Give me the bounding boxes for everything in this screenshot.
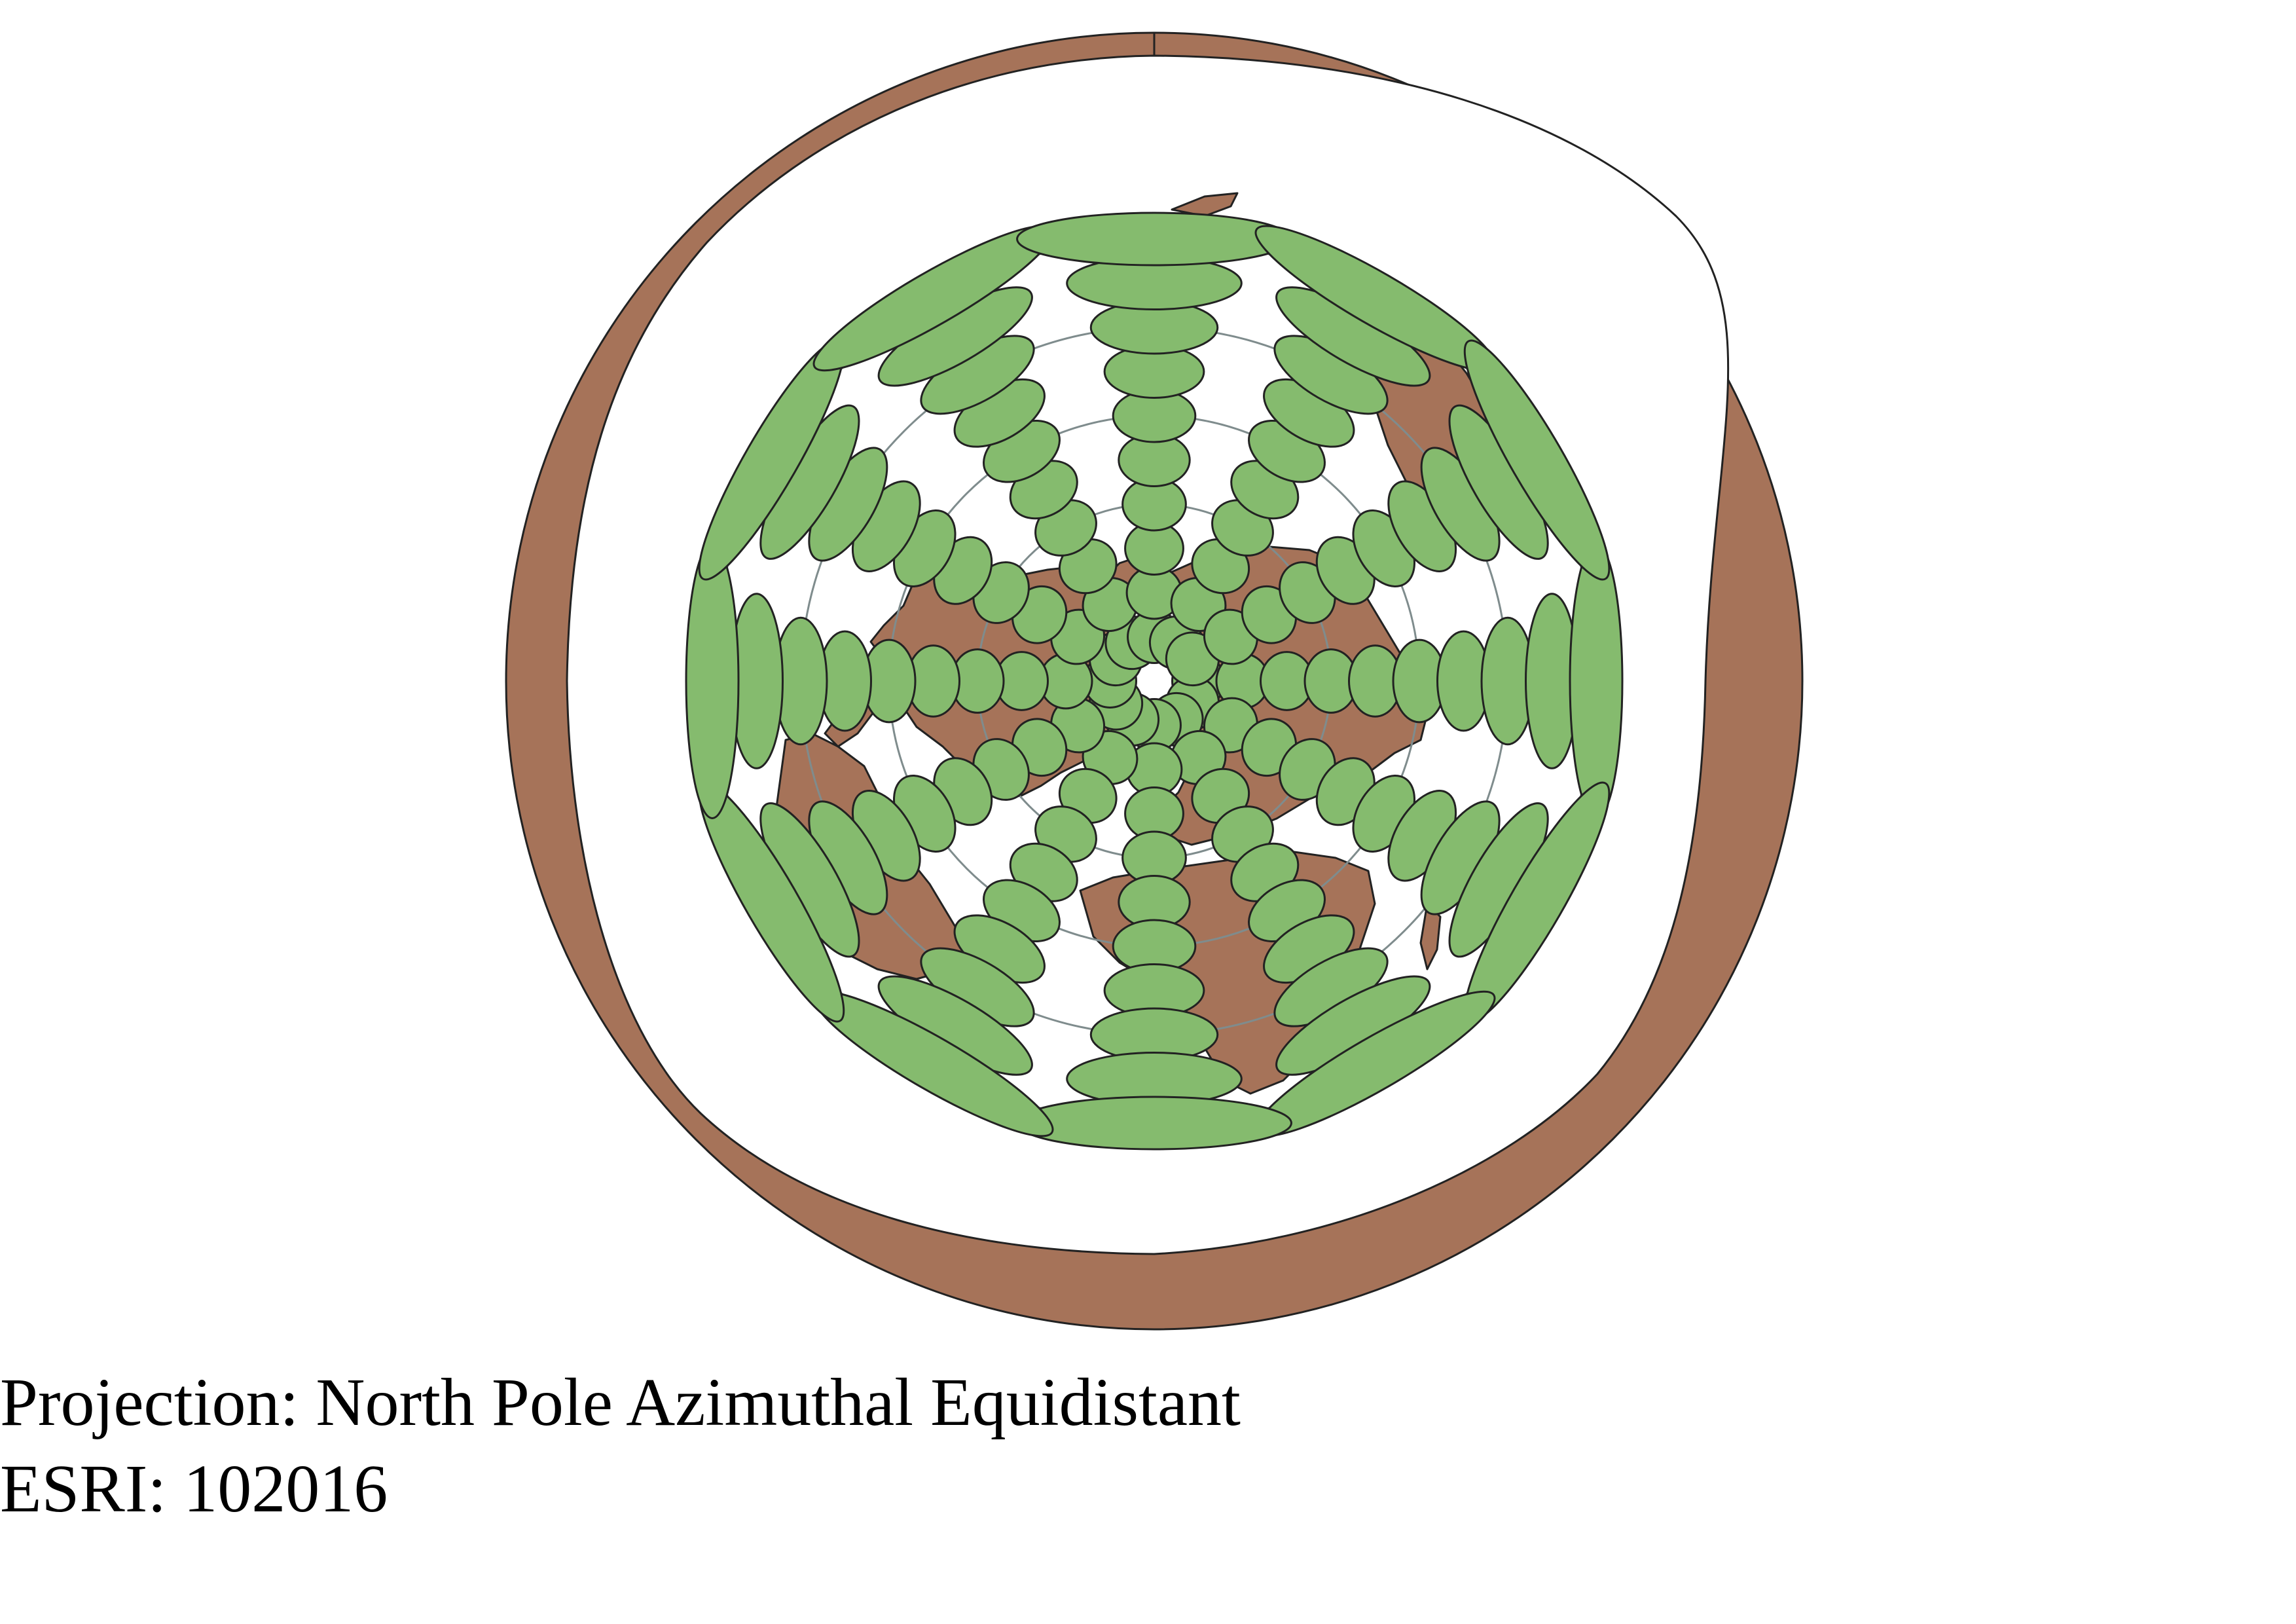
tissot-indicatrix — [685, 212, 1624, 1151]
indicatrix-ellipse — [1463, 339, 1611, 581]
indicatrix-ellipse — [1016, 1096, 1292, 1151]
projection-caption: Projection: North Pole Azimuthal Equidis… — [0, 1365, 1241, 1440]
indicatrix-ellipse — [1016, 212, 1292, 267]
indicatrix-ellipse — [1569, 543, 1624, 819]
indicatrix-ellipse — [685, 543, 740, 819]
esri-code-caption: ESRI: 102016 — [0, 1451, 388, 1526]
